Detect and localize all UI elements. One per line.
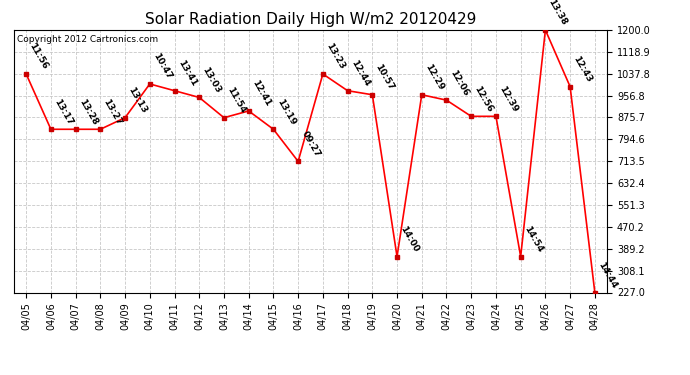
Text: 12:44: 12:44	[349, 58, 371, 88]
Text: 12:39: 12:39	[497, 84, 520, 114]
Text: 13:17: 13:17	[52, 97, 75, 126]
Text: 14:00: 14:00	[398, 225, 420, 254]
Text: Copyright 2012 Cartronics.com: Copyright 2012 Cartronics.com	[17, 35, 158, 44]
Text: 13:28: 13:28	[77, 97, 99, 126]
Text: 13:19: 13:19	[275, 97, 297, 126]
Text: 13:03: 13:03	[201, 66, 223, 94]
Text: 10:47: 10:47	[151, 52, 173, 81]
Text: 13:41: 13:41	[176, 58, 198, 88]
Text: 12:29: 12:29	[423, 63, 445, 92]
Text: 13:23: 13:23	[324, 42, 346, 71]
Text: 13:27: 13:27	[101, 97, 124, 126]
Text: 09:27: 09:27	[299, 129, 322, 159]
Text: 10:57: 10:57	[374, 63, 396, 92]
Text: 14:44: 14:44	[596, 260, 618, 290]
Text: 12:43: 12:43	[571, 54, 593, 84]
Text: 11:56: 11:56	[28, 42, 50, 71]
Text: 12:41: 12:41	[250, 79, 273, 108]
Title: Solar Radiation Daily High W/m2 20120429: Solar Radiation Daily High W/m2 20120429	[145, 12, 476, 27]
Text: 12:56: 12:56	[473, 84, 495, 114]
Text: 13:13: 13:13	[126, 86, 148, 115]
Text: 13:38: 13:38	[546, 0, 569, 27]
Text: 12:06: 12:06	[448, 68, 470, 98]
Text: 11:54: 11:54	[226, 86, 248, 115]
Text: 14:54: 14:54	[522, 224, 544, 254]
